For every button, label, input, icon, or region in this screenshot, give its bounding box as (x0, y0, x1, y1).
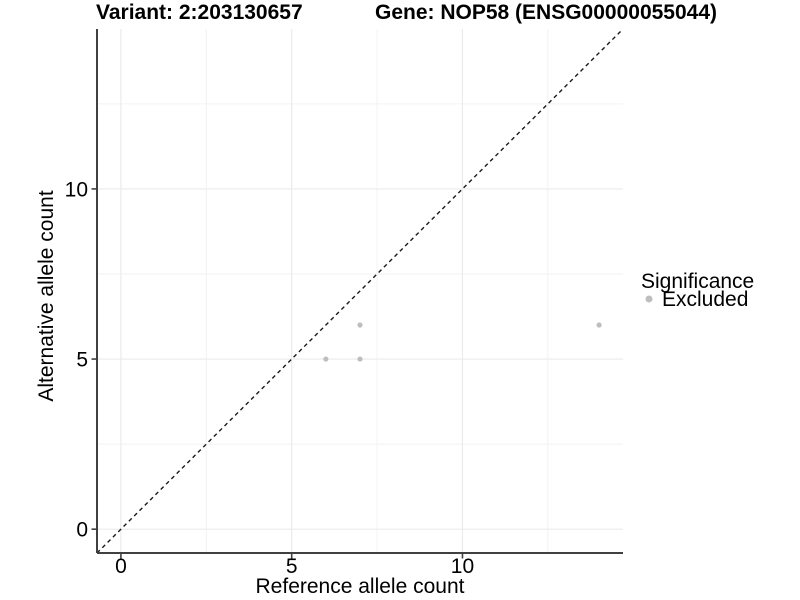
identity-reference-line (96, 28, 624, 554)
y-tick-label: 0 (76, 519, 88, 542)
y-tick-label: 10 (65, 178, 88, 201)
x-axis-title: Reference allele count (256, 575, 465, 598)
x-tick-label: 0 (115, 555, 127, 578)
y-tick-label: 5 (76, 349, 88, 372)
data-point (596, 322, 602, 328)
data-point (357, 356, 363, 362)
data-point (357, 322, 363, 328)
data-point (323, 356, 329, 362)
legend-title: Significance (641, 270, 754, 293)
legend-key-excluded-icon (645, 295, 653, 303)
y-axis-title: Alternative allele count (35, 190, 58, 401)
legend: Significance Excluded (641, 270, 754, 311)
chart-layer: 0 5 10 0 5 10 (65, 28, 624, 578)
x-tick-label: 10 (451, 555, 474, 578)
plot-title-right: Gene: NOP58 (ENSG00000055044) (375, 1, 717, 24)
x-tick-label: 5 (286, 555, 298, 578)
legend-item-excluded-label: Excluded (662, 288, 748, 311)
plot-title-left: Variant: 2:203130657 (96, 1, 303, 24)
